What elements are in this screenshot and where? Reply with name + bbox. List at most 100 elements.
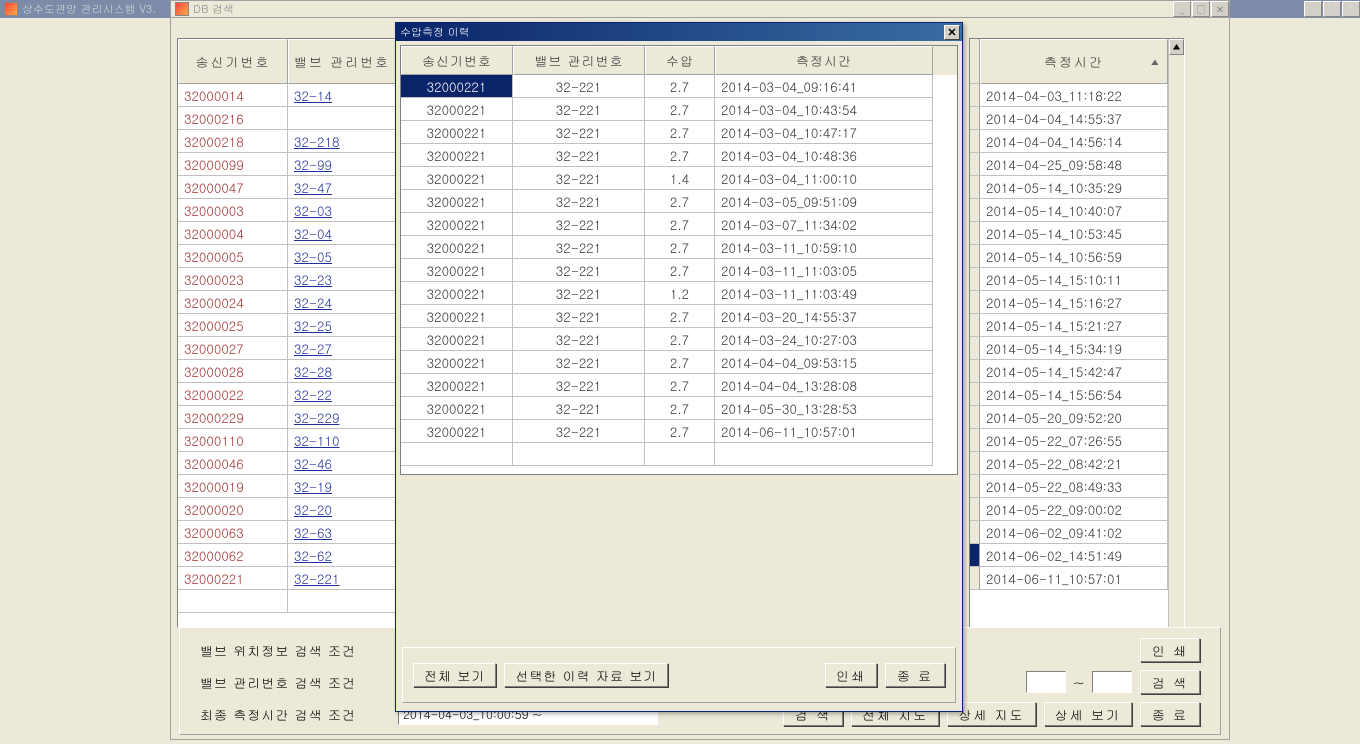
cell-pressure[interactable]: 2.7 <box>645 75 715 98</box>
row-selector[interactable] <box>970 84 980 107</box>
cell-transmitter[interactable]: 32000047 <box>178 176 288 199</box>
table-row[interactable]: 3200022132-2212.72014-06-11_10:57:01 <box>401 420 957 443</box>
table-row[interactable]: 2014-05-14_15:21:27 <box>970 314 1184 337</box>
cell-valve-link[interactable]: 32-46 <box>288 452 396 475</box>
cell-time[interactable]: 2014-04-04_14:56:14 <box>980 130 1168 153</box>
cell-time[interactable]: 2014-03-11_11:03:05 <box>715 259 933 282</box>
cell-valve-link[interactable]: 32-63 <box>288 521 396 544</box>
cell-transmitter[interactable]: 32000004 <box>178 222 288 245</box>
cell-time[interactable]: 2014-05-14_10:40:07 <box>980 199 1168 222</box>
row-selector[interactable] <box>970 544 980 567</box>
table-row[interactable]: 3200002032-20 <box>178 498 398 521</box>
cell-transmitter[interactable]: 32000019 <box>178 475 288 498</box>
cell-pressure[interactable]: 2.7 <box>645 374 715 397</box>
cell-pressure[interactable]: 2.7 <box>645 144 715 167</box>
table-row[interactable]: 3200009932-99 <box>178 153 398 176</box>
cell-transmitter[interactable]: 32000027 <box>178 337 288 360</box>
table-row[interactable]: 2014-05-14_15:10:11 <box>970 268 1184 291</box>
row-selector[interactable] <box>970 222 980 245</box>
right-header-time[interactable]: 측정시간 ▲ <box>980 39 1168 84</box>
table-row[interactable]: 32000063 32-63 <box>178 521 398 544</box>
table-row[interactable]: 3200022132-2212.72014-03-20_14:55:37 <box>401 305 957 328</box>
table-row[interactable]: 2014-06-02_09:41:02 <box>970 521 1184 544</box>
cell-valve-link[interactable]: 32-99 <box>288 153 396 176</box>
table-row[interactable]: 3200002332-23 <box>178 268 398 291</box>
cell-time[interactable]: 2014-05-14_10:53:45 <box>980 222 1168 245</box>
cell-pressure[interactable]: 1.4 <box>645 167 715 190</box>
cell-time[interactable]: 2014-05-14_10:56:59 <box>980 245 1168 268</box>
cell-transmitter[interactable]: 32000216 <box>178 107 288 130</box>
cell-valve-link[interactable] <box>288 107 396 130</box>
row-selector[interactable] <box>970 130 980 153</box>
cell-valve-link[interactable]: 32-28 <box>288 360 396 383</box>
cell-time[interactable]: 2014-05-14_10:35:29 <box>980 176 1168 199</box>
cell-pressure[interactable]: 2.7 <box>645 190 715 213</box>
cell-time[interactable]: 2014-05-14_15:42:47 <box>980 360 1168 383</box>
cell-valve-link[interactable]: 32-62 <box>288 544 396 567</box>
cell-time[interactable]: 2014-04-04_14:55:37 <box>980 107 1168 130</box>
table-row[interactable]: 3200022132-2212.72014-03-04_10:43:54 <box>401 98 957 121</box>
row-selector[interactable] <box>970 153 980 176</box>
row-selector[interactable] <box>970 245 980 268</box>
table-row[interactable]: 3200000532-05 <box>178 245 398 268</box>
cell-transmitter[interactable]: 32000221 <box>401 420 513 443</box>
table-row[interactable]: 3200022132-2212.72014-05-30_13:28:53 <box>401 397 957 420</box>
table-row[interactable]: 2014-05-14_15:16:27 <box>970 291 1184 314</box>
cell-transmitter[interactable]: 32000221 <box>401 374 513 397</box>
cell-time[interactable]: 2014-05-20_09:52:20 <box>980 406 1168 429</box>
cell-time[interactable]: 2014-03-04_10:47:17 <box>715 121 933 144</box>
cell-transmitter[interactable]: 32000221 <box>401 98 513 121</box>
table-row[interactable]: 2014-04-03_11:18:22 <box>970 84 1184 107</box>
cell-transmitter[interactable]: 32000221 <box>401 75 513 98</box>
table-row[interactable]: 3200022132-2212.72014-03-04_10:48:36 <box>401 144 957 167</box>
cell-transmitter[interactable]: 32000024 <box>178 291 288 314</box>
table-row[interactable]: 3200006232-62 <box>178 544 398 567</box>
cell-transmitter[interactable]: 32000221 <box>401 351 513 374</box>
row-selector[interactable] <box>970 314 980 337</box>
table-row[interactable]: 3200022132-2212.72014-03-05_09:51:09 <box>401 190 957 213</box>
db-maximize-button[interactable]: □ <box>1192 1 1210 17</box>
modal-header-time[interactable]: 측정시간 <box>715 46 933 75</box>
table-row[interactable]: 3200000332-03 <box>178 199 398 222</box>
cell-valve-link[interactable]: 32-04 <box>288 222 396 245</box>
cell-valve-link[interactable]: 32-20 <box>288 498 396 521</box>
cell-transmitter[interactable]: 32000218 <box>178 130 288 153</box>
cell-pressure[interactable]: 2.7 <box>645 305 715 328</box>
cell-pressure[interactable]: 2.7 <box>645 259 715 282</box>
cell-time[interactable]: 2014-03-05_09:51:09 <box>715 190 933 213</box>
table-row[interactable]: 3200022132-2212.72014-04-04_13:28:08 <box>401 374 957 397</box>
cell-valve-link[interactable]: 32-03 <box>288 199 396 222</box>
row-selector[interactable] <box>970 475 980 498</box>
cell-transmitter[interactable]: 32000099 <box>178 153 288 176</box>
table-row[interactable]: 3200022932-229 <box>178 406 398 429</box>
cell-valve[interactable]: 32-221 <box>513 75 645 98</box>
btn-show-all[interactable]: 전체 보기 <box>413 663 496 687</box>
modal-close-button[interactable]: ✕ <box>944 25 960 40</box>
cell-time[interactable]: 2014-05-14_15:16:27 <box>980 291 1168 314</box>
table-row[interactable]: 2014-05-14_15:56:54 <box>970 383 1184 406</box>
cell-pressure[interactable]: 2.7 <box>645 351 715 374</box>
table-row[interactable]: 2014-05-14_10:56:59 <box>970 245 1184 268</box>
modal-header-valve[interactable]: 밸브 관리번호 <box>513 46 645 75</box>
cell-valve[interactable]: 32-221 <box>513 121 645 144</box>
cell-valve[interactable]: 32-221 <box>513 328 645 351</box>
cell-time[interactable]: 2014-05-14_15:56:54 <box>980 383 1168 406</box>
cell-transmitter[interactable]: 32000221 <box>401 190 513 213</box>
modal-header-pressure[interactable]: 수압 <box>645 46 715 75</box>
row-selector[interactable] <box>970 452 980 475</box>
cell-transmitter[interactable]: 32000221 <box>401 121 513 144</box>
row-selector[interactable] <box>970 291 980 314</box>
cell-transmitter[interactable]: 32000028 <box>178 360 288 383</box>
cell-transmitter[interactable]: 32000221 <box>401 328 513 351</box>
table-row[interactable]: 3200002832-28 <box>178 360 398 383</box>
row-selector[interactable] <box>970 199 980 222</box>
cell-transmitter[interactable]: 32000063 <box>178 521 288 544</box>
cell-time[interactable]: 2014-06-02_14:51:49 <box>980 544 1168 567</box>
btn-exit[interactable]: 종 료 <box>1140 702 1200 726</box>
table-row[interactable]: 3200022132-221 <box>178 567 398 590</box>
cell-time[interactable]: 2014-03-04_09:16:41 <box>715 75 933 98</box>
table-row[interactable]: 3200011032-110 <box>178 429 398 452</box>
scroll-up-icon[interactable]: ▲ <box>1169 39 1184 55</box>
table-row[interactable]: 3200022132-2211.42014-03-04_11:00:10 <box>401 167 957 190</box>
table-row[interactable]: 3200002532-25 <box>178 314 398 337</box>
